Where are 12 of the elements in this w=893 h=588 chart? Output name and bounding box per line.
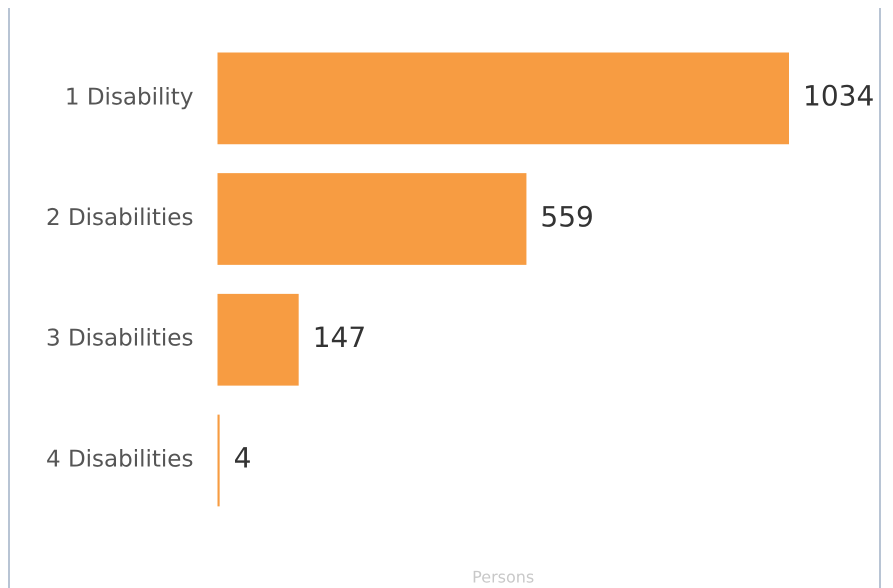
bar [217, 294, 299, 386]
bar [217, 52, 789, 144]
y-tick-label: 4 Disabilities [46, 446, 194, 472]
y-tick-label: 2 Disabilities [46, 205, 194, 232]
bar [217, 173, 526, 265]
y-tick-label: 1 Disability [64, 84, 194, 110]
data-label: 147 [312, 321, 366, 354]
data-label: 559 [540, 200, 594, 234]
data-label: 1034 [803, 80, 874, 113]
bar [217, 414, 220, 506]
data-label: 4 [234, 442, 252, 475]
y-tick-label: 3 Disabilities [46, 326, 194, 352]
